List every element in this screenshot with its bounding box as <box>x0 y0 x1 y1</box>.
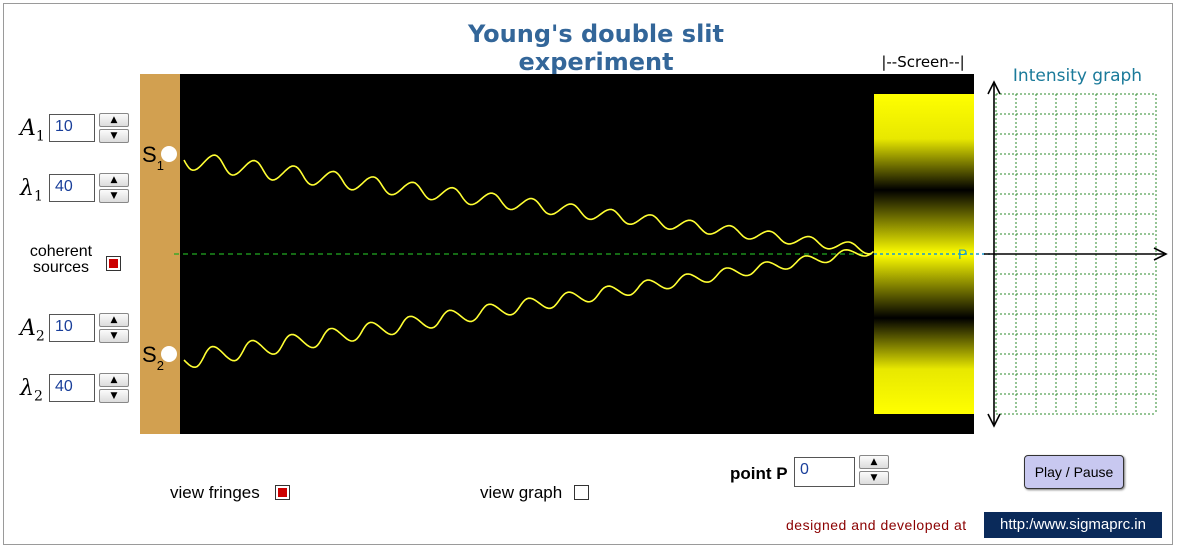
source-2-dot[interactable] <box>161 346 177 362</box>
coherent-sources-checkbox[interactable] <box>106 256 121 271</box>
wavelength-2-up-button[interactable]: ▲ <box>99 373 129 387</box>
wavelength-2-input[interactable]: 40 <box>49 374 95 402</box>
coherent-sources-label: coherent sources <box>29 243 93 276</box>
wavelength-1-label: λ1 <box>20 176 43 205</box>
amplitude-1-stepper[interactable]: ▲ ▼ <box>99 113 129 143</box>
amplitude-2-stepper[interactable]: ▲ ▼ <box>99 313 129 343</box>
point-p-marker: P <box>958 246 967 262</box>
source-2-label: S2 <box>142 342 164 373</box>
view-graph-label: view graph <box>480 483 563 502</box>
view-fringes-label: view fringes <box>170 483 260 502</box>
source-1-label: S1 <box>142 142 164 173</box>
view-fringes-checkbox[interactable] <box>275 485 290 500</box>
point-p-stepper[interactable]: ▲ ▼ <box>859 455 889 485</box>
wave-region <box>180 74 974 434</box>
source-1-dot[interactable] <box>161 146 177 162</box>
point-p-label: point P <box>730 464 788 483</box>
play-pause-button[interactable]: Play / Pause <box>1024 455 1124 489</box>
website-link[interactable]: http:/www.sigmaprc.in <box>984 512 1162 538</box>
intensity-graph-title: Intensity graph <box>1012 66 1143 86</box>
amplitude-2-down-button[interactable]: ▼ <box>99 329 129 343</box>
point-p-input[interactable]: 0 <box>794 457 855 487</box>
amplitude-1-label: A1 <box>20 116 45 145</box>
wave-from-source-2 <box>183 248 875 369</box>
wavelength-1-down-button[interactable]: ▼ <box>99 189 129 203</box>
amplitude-2-label: A2 <box>20 316 45 345</box>
wavelength-2-stepper[interactable]: ▲ ▼ <box>99 373 129 403</box>
screen-label: |--Screen--| <box>881 53 965 71</box>
wavelength-1-input[interactable]: 40 <box>49 174 95 202</box>
amplitude-1-up-button[interactable]: ▲ <box>99 113 129 127</box>
amplitude-1-down-button[interactable]: ▼ <box>99 129 129 143</box>
wavelength-1-stepper[interactable]: ▲ ▼ <box>99 173 129 203</box>
slit-wall <box>140 74 180 434</box>
amplitude-1-input[interactable]: 10 <box>49 114 95 142</box>
wavelength-2-down-button[interactable]: ▼ <box>99 389 129 403</box>
point-p-up-button[interactable]: ▲ <box>859 455 889 469</box>
intensity-axes <box>984 80 1168 428</box>
amplitude-2-up-button[interactable]: ▲ <box>99 313 129 327</box>
amplitude-2-input[interactable]: 10 <box>49 314 95 342</box>
wavelength-1-up-button[interactable]: ▲ <box>99 173 129 187</box>
wavelength-2-label: λ2 <box>20 376 43 405</box>
wave-from-source-1 <box>183 154 872 255</box>
credit-text: designed and developed at <box>786 517 967 533</box>
point-p-down-button[interactable]: ▼ <box>859 471 889 485</box>
view-graph-checkbox[interactable] <box>574 485 589 500</box>
